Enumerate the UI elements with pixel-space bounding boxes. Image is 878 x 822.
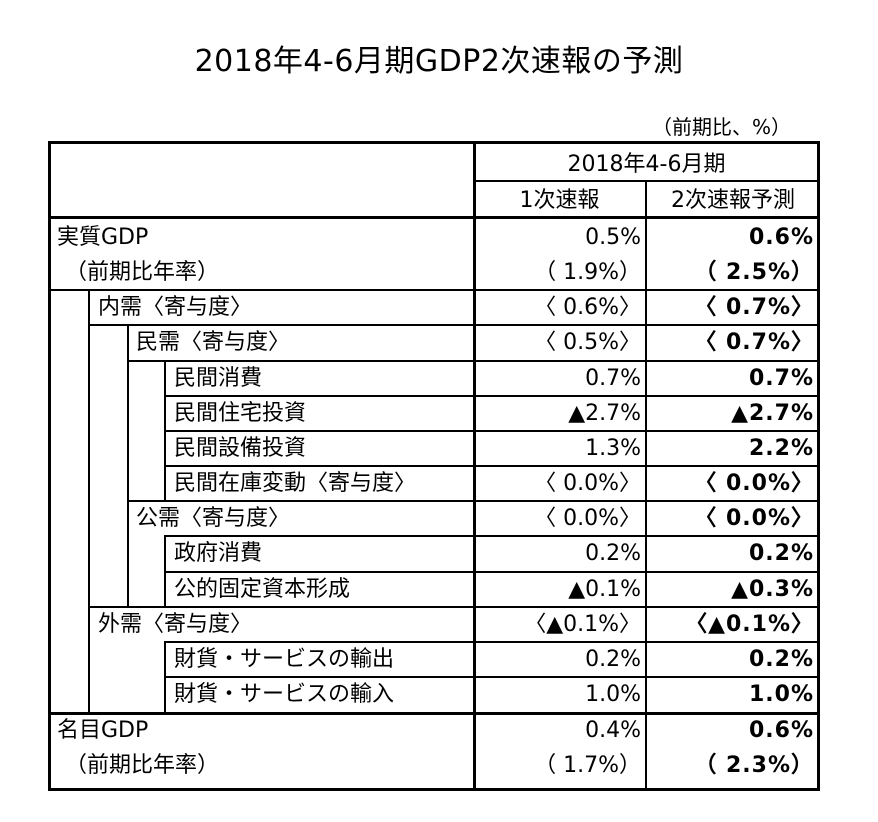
rule-header-bottom — [51, 216, 817, 219]
row-label-imports: 財貨・サービスの輸入 — [174, 682, 395, 707]
value-first: （ 1.9%） — [534, 260, 641, 285]
value-first: 0.7% — [585, 366, 641, 391]
header-second-estimate-forecast: 2次速報予測 — [671, 188, 795, 213]
value-second: ▲0.3% — [731, 577, 814, 602]
value-second: 0.7% — [748, 366, 814, 391]
rule — [164, 571, 817, 573]
value-second: 2.2% — [748, 436, 814, 461]
row-label-government-consumption: 政府消費 — [174, 541, 263, 566]
rule — [164, 641, 817, 643]
row-label-public-investment: 公的固定資本形成 — [174, 577, 351, 602]
row-label-real-gdp: 実質GDP — [57, 225, 149, 250]
rule — [164, 465, 817, 467]
rule — [164, 535, 817, 537]
rule — [51, 289, 817, 291]
row-label-residential-investment: 民間住宅投資 — [174, 401, 307, 426]
rule — [164, 676, 817, 678]
value-second: 〈▲0.1%〉 — [685, 612, 814, 637]
indent-rule-level1 — [88, 290, 90, 713]
divider-label-column — [473, 144, 476, 788]
value-first: 0.2% — [585, 541, 641, 566]
value-first: 1.0% — [585, 682, 641, 707]
gdp-forecast-table: 2018年4-6月期 1次速報 2次速報予測 実質GDP （前期比年率） 内需〈… — [48, 141, 820, 791]
value-first: 0.5% — [585, 225, 641, 250]
rule — [127, 500, 817, 502]
value-second: 〈 0.7%〉 — [694, 295, 814, 320]
rule — [164, 430, 817, 432]
rule — [127, 360, 817, 362]
row-label-external-demand: 外需〈寄与度〉 — [98, 612, 253, 637]
value-first: ▲0.1% — [568, 577, 641, 602]
row-label-public-demand: 公需〈寄与度〉 — [136, 506, 291, 531]
divider-value-columns — [645, 180, 647, 788]
value-first: （ 1.7%） — [534, 753, 641, 778]
value-second: 〈 0.7%〉 — [694, 330, 814, 355]
value-first: 0.4% — [585, 718, 641, 743]
row-label-private-consumption: 民間消費 — [174, 366, 263, 391]
value-second: （ 2.5%） — [694, 260, 814, 285]
value-first: 1.3% — [585, 436, 641, 461]
unit-note: （前期比、%） — [652, 115, 792, 139]
value-second: （ 2.3%） — [694, 753, 814, 778]
value-second: 1.0% — [748, 682, 814, 707]
rule-nominal-top — [51, 712, 817, 715]
value-second: 0.2% — [748, 647, 814, 672]
row-label-private-demand: 民需〈寄与度〉 — [136, 330, 291, 355]
page-title: 2018年4-6月期GDP2次速報の予測 — [194, 44, 684, 79]
row-label-exports: 財貨・サービスの輸出 — [174, 647, 395, 672]
indent-rule-level2 — [127, 325, 129, 607]
value-second: ▲2.7% — [731, 401, 814, 426]
row-label-nominal-annualized: （前期比年率） — [65, 753, 220, 778]
header-first-estimate: 1次速報 — [519, 188, 600, 213]
rule — [164, 395, 817, 397]
value-first: 〈 0.5%〉 — [534, 330, 641, 355]
row-label-inventory-change: 民間在庫変動〈寄与度〉 — [174, 471, 417, 496]
value-second: 0.6% — [748, 718, 814, 743]
value-first: 〈▲0.1%〉 — [524, 612, 641, 637]
header-period: 2018年4-6月期 — [567, 152, 726, 177]
value-first: 0.2% — [585, 647, 641, 672]
row-label-business-investment: 民間設備投資 — [174, 436, 307, 461]
row-label-nominal-gdp: 名目GDP — [57, 718, 149, 743]
row-label-real-annualized: （前期比年率） — [65, 260, 220, 285]
rule — [88, 324, 817, 326]
row-label-domestic-demand: 内需〈寄与度〉 — [98, 295, 253, 320]
value-first: 〈 0.0%〉 — [534, 471, 641, 496]
value-second: 〈 0.0%〉 — [694, 506, 814, 531]
value-second: 0.2% — [748, 541, 814, 566]
value-first: ▲2.7% — [568, 401, 641, 426]
value-second: 〈 0.0%〉 — [694, 471, 814, 496]
value-first: 〈 0.6%〉 — [534, 295, 641, 320]
value-first: 〈 0.0%〉 — [534, 506, 641, 531]
value-second: 0.6% — [748, 225, 814, 250]
rule-header-mid — [473, 180, 817, 182]
rule — [88, 606, 817, 608]
